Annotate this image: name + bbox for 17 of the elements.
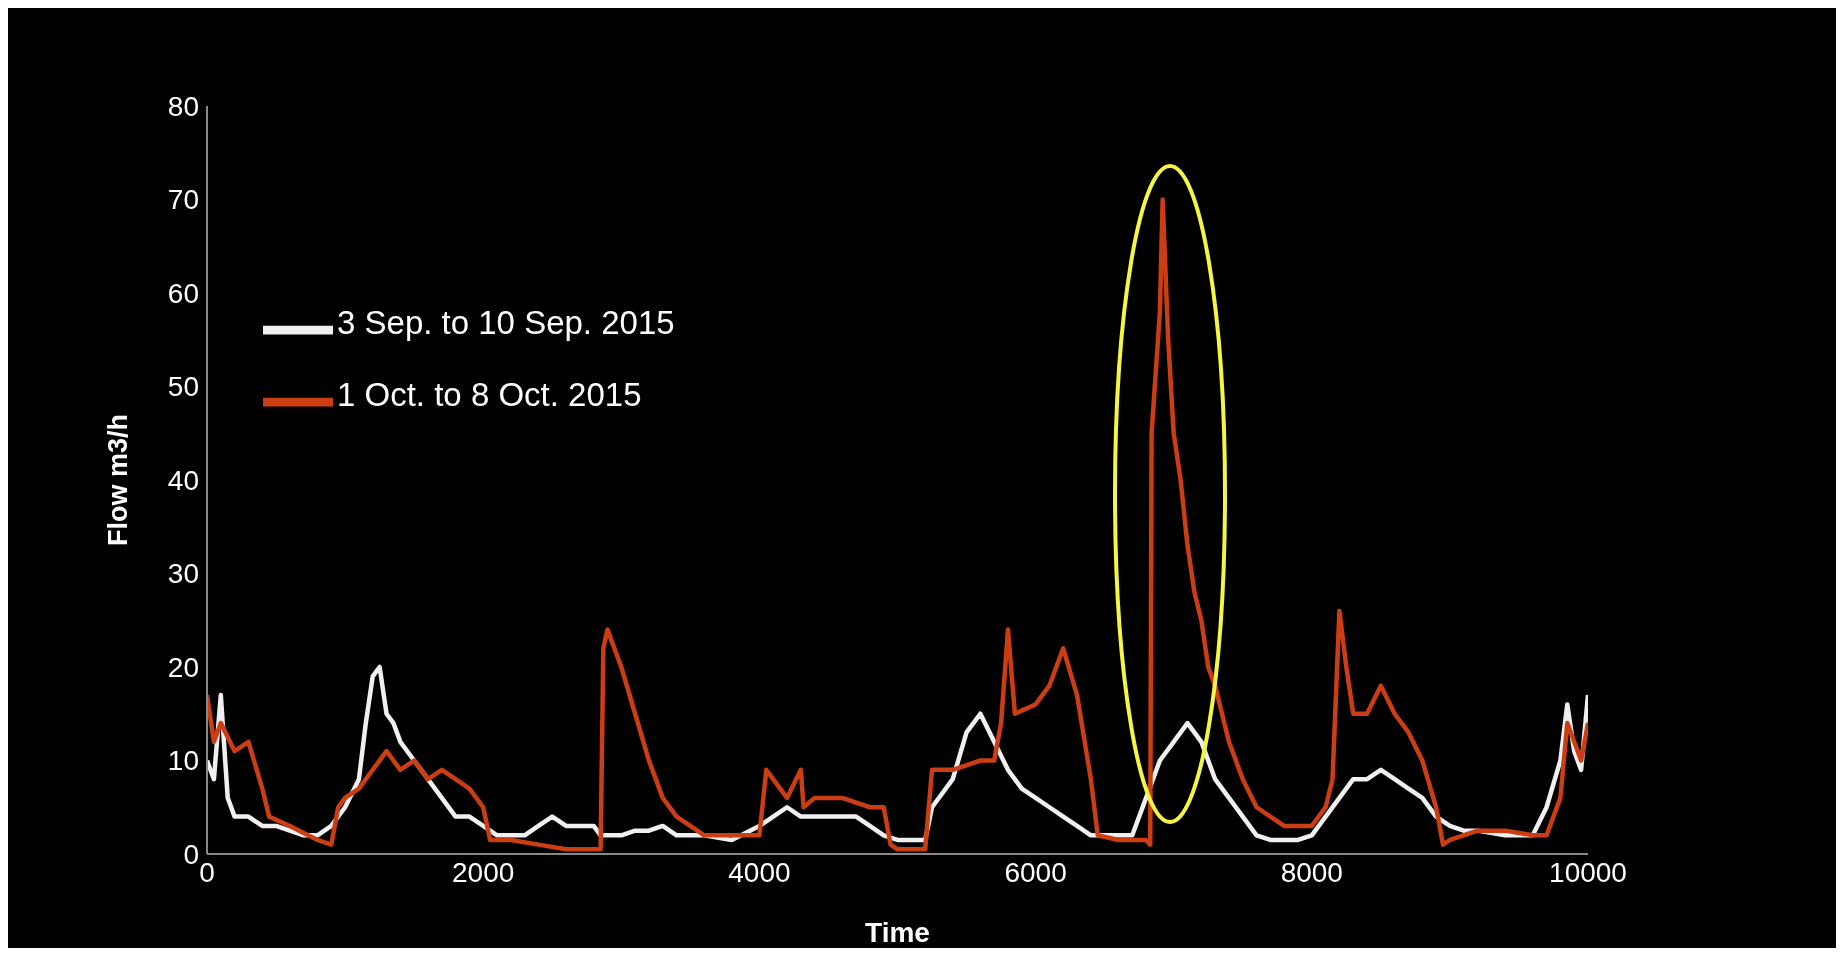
y-tick-label: 70	[167, 184, 199, 216]
x-tick-label: 2000	[452, 856, 515, 888]
y-tick-label: 80	[167, 90, 199, 122]
y-tick-label: 50	[167, 371, 199, 403]
y-tick-label: 30	[167, 558, 199, 590]
x-tick-label: 6000	[1004, 856, 1067, 888]
legend-label: 3 Sep. to 10 Sep. 2015	[337, 304, 675, 341]
legend-label: 1 Oct. to 8 Oct. 2015	[337, 375, 642, 413]
y-tick-label: 40	[167, 464, 199, 496]
x-tick-label: 4000	[728, 856, 791, 888]
x-tick-label: 10000	[1549, 856, 1627, 888]
x-axis-title: Time	[865, 917, 930, 948]
y-tick-label: 10	[167, 745, 199, 777]
y-tick-label: 20	[167, 651, 199, 683]
y-axis-title: Flow m3/h	[102, 413, 133, 547]
x-tick-label: 8000	[1280, 856, 1343, 888]
y-tick-label: 60	[167, 277, 199, 309]
